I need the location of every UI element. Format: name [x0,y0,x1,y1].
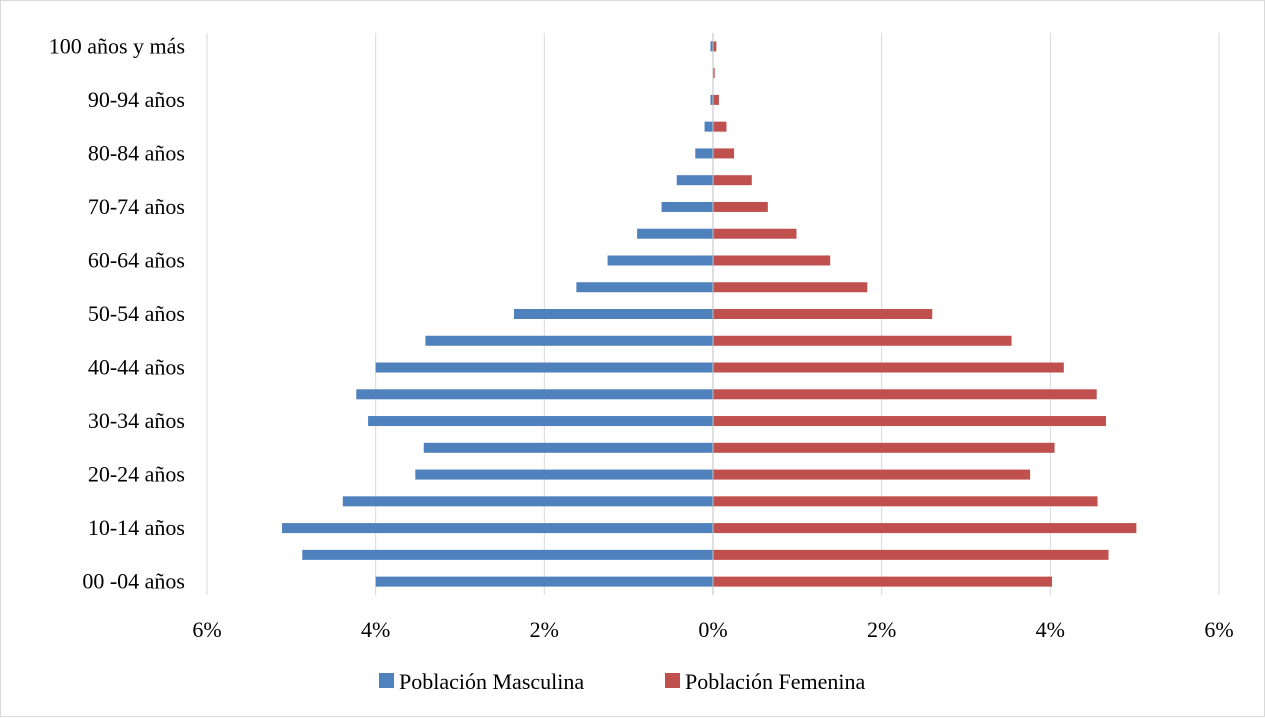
bar-female-4 [713,469,1031,480]
bar-female-3 [713,496,1098,507]
bar-male-5 [423,442,713,453]
bar-male-2 [282,523,713,534]
y-tick-label-6: 30-34 años [88,408,185,433]
x-tick-label-3: 0% [698,617,727,642]
bar-female-19 [713,68,715,79]
bar-female-5 [713,442,1055,453]
bar-female-9 [713,335,1012,346]
bar-female-11 [713,282,868,293]
y-axis-labels: 00 -04 años 10-14 años 20-24 años 30-34 año… [49,33,185,593]
bar-male-14 [661,201,713,212]
legend-label-female: Población Femenina [685,669,865,694]
bar-female-8 [713,362,1064,373]
bar-male-0 [375,576,713,587]
bar-male-6 [368,416,713,427]
y-tick-label-8: 40-44 años [88,355,185,380]
bar-female-14 [713,201,768,212]
x-tick-label-1: 4% [361,617,390,642]
x-tick-label-5: 4% [1036,617,1065,642]
bar-female-20 [713,41,717,52]
bar-female-16 [713,148,735,159]
bar-male-13 [637,228,713,239]
bar-male-11 [576,282,713,293]
x-axis-labels: 6% 4% 2% 0% 2% 4% 6% [192,617,1233,642]
y-tick-label-12: 60-64 años [88,247,185,272]
legend-swatch-male [379,673,394,688]
x-tick-label-2: 2% [530,617,559,642]
y-tick-label-0: 00 -04 años [82,569,185,594]
bar-female-1 [713,549,1109,560]
bar-female-15 [713,175,752,186]
bar-female-17 [713,121,727,132]
bar-female-6 [713,416,1106,427]
y-tick-label-4: 20-24 años [88,462,185,487]
bar-male-3 [342,496,713,507]
bar-female-2 [713,523,1137,534]
bar-female-10 [713,309,933,319]
bar-male-1 [302,549,713,560]
y-tick-label-10: 50-54 años [88,301,185,326]
x-tick-label-6: 6% [1204,617,1233,642]
bar-male-18 [710,94,713,105]
x-tick-label-4: 2% [867,617,896,642]
bar-male-20 [710,41,713,52]
x-tick-label-0: 6% [192,617,221,642]
legend: Población Masculina Población Femenina [379,669,865,694]
bar-female-12 [713,255,831,266]
bar-male-8 [375,362,713,373]
bar-female-0 [713,576,1053,587]
y-tick-label-14: 70-74 años [88,194,185,219]
bar-male-17 [704,121,713,132]
bars [282,41,1137,587]
bar-male-15 [676,175,713,186]
bar-male-7 [356,389,713,400]
bar-female-13 [713,228,797,239]
bar-male-9 [425,335,713,346]
bar-male-10 [513,309,713,319]
bar-female-18 [713,94,719,105]
y-tick-label-2: 10-14 años [88,515,185,540]
y-tick-label-16: 80-84 años [88,140,185,165]
bar-male-12 [607,255,713,266]
bar-female-7 [713,389,1097,400]
legend-label-male: Población Masculina [399,669,584,694]
bar-male-4 [415,469,713,480]
legend-swatch-female [665,673,680,688]
y-tick-label-20: 100 años y más [49,33,185,58]
y-tick-label-18: 90-94 años [88,87,185,112]
bar-male-16 [695,148,713,159]
